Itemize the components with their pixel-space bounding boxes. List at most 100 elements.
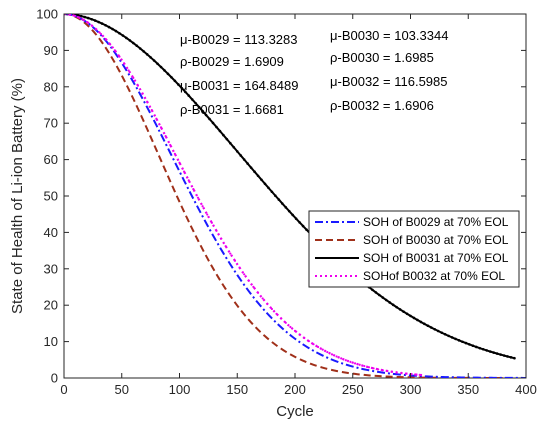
series-point	[149, 56, 152, 59]
y-tick-label: 90	[44, 43, 58, 58]
series-point	[99, 32, 103, 36]
series-point	[170, 76, 173, 79]
legend: SOH of B0029 at 70% EOL SOH of B0030 at 7…	[308, 210, 520, 288]
series-point	[363, 364, 366, 368]
series-point	[353, 362, 357, 365]
y-tick-label: 0	[51, 371, 58, 386]
series-point	[464, 341, 468, 345]
series-point	[187, 94, 191, 97]
series-point	[238, 266, 241, 269]
series-point	[249, 166, 253, 169]
series-point	[287, 209, 291, 213]
series-point	[246, 162, 249, 165]
series-point	[298, 333, 301, 336]
series-point	[192, 187, 195, 191]
series-point	[326, 350, 329, 354]
series-point	[378, 293, 381, 297]
series-point	[390, 370, 394, 373]
series-point	[256, 174, 260, 178]
series-point	[303, 336, 306, 340]
series-point	[280, 317, 283, 320]
series-point	[219, 237, 223, 240]
series-point	[391, 303, 395, 307]
series-point	[215, 229, 218, 232]
series-point	[405, 312, 409, 316]
series-point	[400, 371, 403, 375]
series-point	[243, 273, 246, 276]
series-point	[114, 29, 118, 33]
series-point	[502, 354, 506, 357]
parameter-annotations: μ-B0029 = 113.3283 μ-B0030 = 103.3344 ρ-B0…	[180, 28, 448, 117]
series-point	[183, 170, 186, 173]
series-point	[280, 202, 284, 205]
series-point	[107, 25, 111, 29]
series-point	[513, 356, 516, 360]
series-point	[499, 353, 502, 356]
series-point	[270, 307, 273, 311]
series-point	[252, 285, 255, 288]
series-point	[222, 133, 225, 137]
series-point	[76, 15, 79, 19]
series-point	[274, 194, 277, 197]
series-point	[187, 179, 190, 182]
y-tick-label: 10	[44, 334, 58, 349]
series-point	[90, 24, 93, 27]
legend-label: SOH of B0029 at 70% EOL	[363, 215, 509, 229]
series-point	[173, 79, 177, 83]
series-point	[138, 47, 142, 50]
series-point	[164, 135, 167, 138]
x-tick-label: 50	[115, 382, 129, 397]
series-point	[135, 44, 139, 48]
series-point	[128, 39, 132, 42]
series-point	[235, 150, 239, 153]
series-point	[447, 334, 450, 338]
series-point	[454, 337, 457, 341]
series-point	[509, 356, 513, 359]
series-point	[208, 117, 211, 121]
series-point	[409, 314, 412, 318]
series-point	[398, 308, 402, 311]
plot-area	[63, 13, 527, 379]
series-point	[132, 76, 135, 79]
series-point	[414, 373, 417, 376]
series-point	[475, 345, 478, 349]
series-point	[90, 17, 94, 21]
series-point	[317, 345, 320, 349]
series-point	[468, 343, 471, 346]
series-point	[506, 355, 509, 358]
legend-label: SOHof B0032 at 70% EOL	[363, 269, 505, 283]
series-point	[349, 360, 352, 363]
series-point	[291, 213, 294, 217]
x-tick-label: 300	[400, 382, 422, 397]
series-point	[229, 252, 232, 255]
y-axis-title: State of Health of Li-ion Battery (%)	[9, 78, 26, 314]
series-point	[225, 137, 229, 141]
series-point	[371, 288, 374, 292]
series-point	[423, 322, 426, 326]
series-point	[194, 101, 197, 105]
x-tick-label: 400	[515, 382, 537, 397]
series-point	[145, 53, 149, 56]
x-tick-label: 350	[457, 382, 479, 397]
series-point	[122, 62, 126, 65]
legend-label: SOH of B0031 at 70% EOL	[363, 251, 509, 265]
series-point	[418, 373, 421, 376]
series-point	[388, 301, 392, 304]
y-tick-label: 30	[44, 261, 58, 276]
series-point	[118, 31, 121, 35]
series-point	[294, 217, 298, 220]
series-point	[377, 368, 380, 371]
series-point	[163, 69, 166, 72]
series-point	[109, 43, 112, 46]
y-tick-label: 50	[44, 189, 58, 204]
series-point	[177, 83, 180, 86]
series-point	[152, 59, 156, 62]
series-point	[386, 369, 389, 373]
y-tick-label: 60	[44, 152, 58, 167]
series-point	[358, 363, 361, 366]
series-point	[443, 333, 447, 336]
series-point	[312, 343, 315, 346]
series-point	[183, 90, 187, 94]
series-point	[97, 20, 100, 24]
